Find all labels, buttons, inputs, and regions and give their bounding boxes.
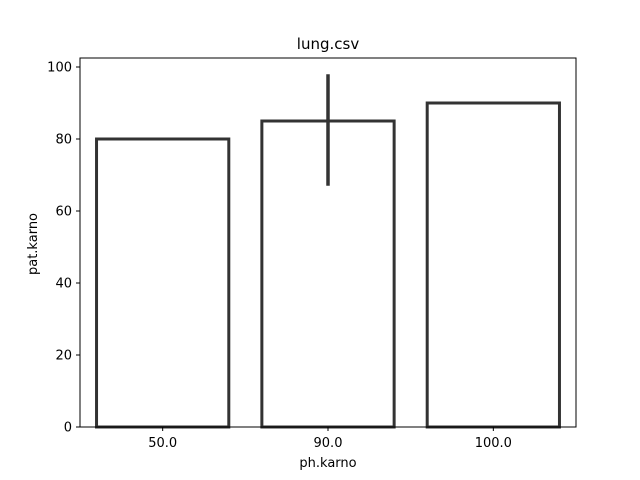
bar-50.0 — [95, 137, 231, 429]
x-tick-label: 90.0 — [314, 436, 343, 451]
x-axis-title: ph.karno — [299, 456, 356, 471]
y-tick-label: 100 — [47, 61, 72, 76]
y-tick-label: 60 — [55, 205, 72, 220]
y-tick-label: 40 — [55, 277, 72, 292]
y-axis: 0 20 40 60 80 100 — [47, 61, 80, 436]
x-tick-label: 50.0 — [148, 436, 177, 451]
chart-title: lung.csv — [297, 35, 360, 53]
y-tick-label: 80 — [55, 133, 72, 148]
x-axis: 50.0 90.0 100.0 — [148, 427, 512, 451]
y-tick-label: 20 — [55, 349, 72, 364]
y-tick-label: 0 — [64, 421, 72, 436]
plot-area — [79, 57, 577, 429]
bar-100.0 — [425, 101, 561, 429]
y-axis-title: pat.karno — [26, 213, 41, 275]
x-tick-label: 100.0 — [475, 436, 512, 451]
